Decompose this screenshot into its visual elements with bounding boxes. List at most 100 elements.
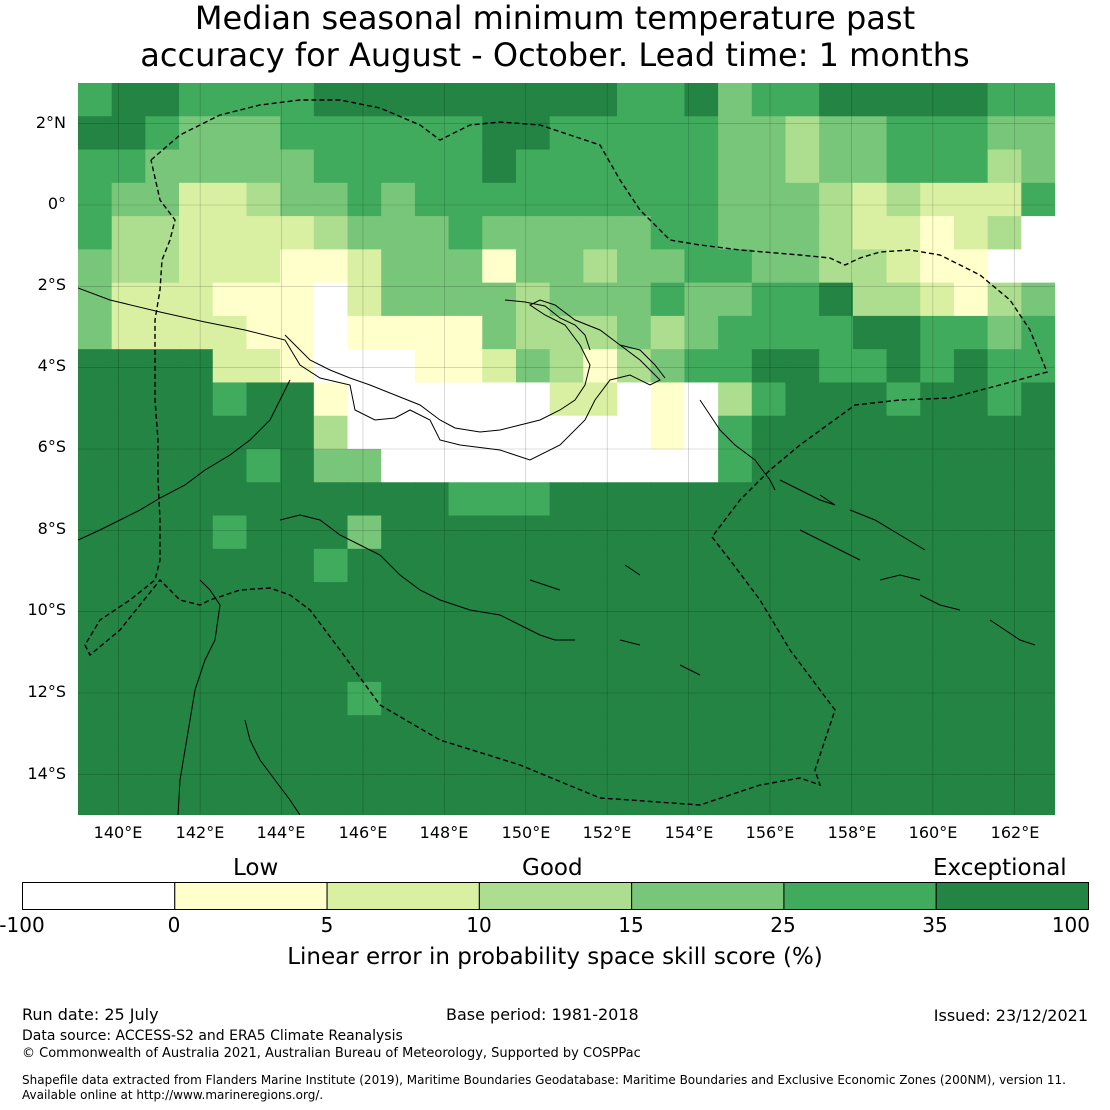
grid-cell <box>852 515 888 550</box>
grid-cell <box>920 748 955 783</box>
grid-cell <box>987 415 1022 450</box>
grid-cell <box>78 382 113 417</box>
tick-label-0: 0 <box>167 913 181 937</box>
grid-cell <box>583 681 618 716</box>
grid-cell <box>78 548 113 583</box>
grid-cell <box>751 315 787 350</box>
grid-cell <box>617 615 652 650</box>
grid-cell <box>650 249 686 284</box>
grid-cell <box>953 116 989 151</box>
grid-cell <box>751 548 787 583</box>
grid-cell <box>212 182 248 217</box>
bougainville-coast <box>699 399 776 491</box>
grid-cell <box>886 648 921 683</box>
grid-cell <box>1021 648 1055 683</box>
grid-cell <box>111 681 146 716</box>
grid-cell <box>583 349 618 384</box>
grid-cell <box>953 648 989 683</box>
cape-york-coast <box>177 579 301 815</box>
grid-cell <box>650 449 686 483</box>
grid-cell <box>313 116 349 151</box>
grid-cell <box>785 715 820 750</box>
grid-cell <box>515 615 551 650</box>
grid-cell <box>280 548 315 583</box>
grid-cell <box>280 116 315 151</box>
grid-cell <box>179 449 214 483</box>
solomon-islands <box>779 479 1036 646</box>
grid-cell <box>482 515 517 550</box>
grid-cell <box>617 449 652 483</box>
grid-cell <box>381 449 416 483</box>
grid-cell <box>381 116 416 151</box>
grid-cell <box>751 582 787 616</box>
grid-cell <box>549 349 584 384</box>
grid-cell <box>280 648 315 683</box>
grid-cell <box>987 548 1022 583</box>
grid-cell <box>718 249 753 284</box>
grid-cell <box>684 681 719 716</box>
grid-cell <box>785 548 820 583</box>
grid-cell <box>583 415 618 450</box>
eez-boundary <box>84 99 1048 806</box>
grid-cell <box>78 449 113 483</box>
grid-cell <box>650 781 686 815</box>
grid-cell <box>583 548 618 583</box>
grid-cell <box>785 449 820 483</box>
grid-cell <box>583 582 618 616</box>
grid-cell <box>212 548 248 583</box>
grid-cell <box>1021 582 1055 616</box>
grid-cell <box>347 315 382 350</box>
grid-cell <box>515 149 551 184</box>
grid-cell <box>145 681 180 716</box>
grid-cell <box>852 648 888 683</box>
issued-date: Issued: 23/12/2021 <box>933 1006 1088 1025</box>
shapefile-credit-line2: Available online at http://www.marinereg… <box>22 1088 324 1102</box>
grid-cell <box>280 449 315 483</box>
grid-cell <box>482 449 517 483</box>
tick-label-10: 10 <box>466 913 492 937</box>
grid-cell <box>819 449 854 483</box>
grid-cell <box>145 282 180 317</box>
grid-cell <box>313 548 349 583</box>
grid-cell <box>414 249 450 284</box>
grid-cell <box>819 615 854 650</box>
grid-cell <box>650 648 686 683</box>
grid-cell <box>987 748 1022 783</box>
grid-cell <box>785 415 820 450</box>
grid-cell <box>920 149 955 184</box>
grid-cell <box>617 415 652 450</box>
grid-cell <box>718 715 753 750</box>
grid-cell <box>953 515 989 550</box>
grid-cell <box>785 781 820 815</box>
grid-cell <box>246 648 281 683</box>
grid-cell <box>347 715 382 750</box>
grid-cell <box>414 681 450 716</box>
grid-cell <box>583 449 618 483</box>
grid-cell <box>313 415 349 450</box>
grid-cell <box>886 482 921 517</box>
lon-label-140e: 140°E <box>93 823 143 842</box>
grid-cell <box>414 83 450 117</box>
grid-cell <box>852 282 888 317</box>
grid-cell <box>751 349 787 384</box>
grid-cell <box>852 781 888 815</box>
grid-cell <box>718 349 753 384</box>
grid-cell <box>650 382 686 417</box>
grid-cell <box>280 482 315 517</box>
grid-cell <box>583 715 618 750</box>
grid-cell <box>448 216 483 250</box>
grid-cell <box>886 83 921 117</box>
grid-cell <box>111 149 146 184</box>
grid-cell <box>111 715 146 750</box>
grid-cell <box>212 282 248 317</box>
grid-cell <box>313 715 349 750</box>
colorbar-swatch <box>22 882 176 910</box>
grid-cell <box>179 482 214 517</box>
grid-cell <box>145 748 180 783</box>
grid-cell <box>819 415 854 450</box>
lat-label-2n: 2°N <box>35 113 66 132</box>
grid-cell <box>381 748 416 783</box>
grid-cell <box>78 315 113 350</box>
grid-cell <box>1021 349 1055 384</box>
grid-cell <box>852 582 888 616</box>
